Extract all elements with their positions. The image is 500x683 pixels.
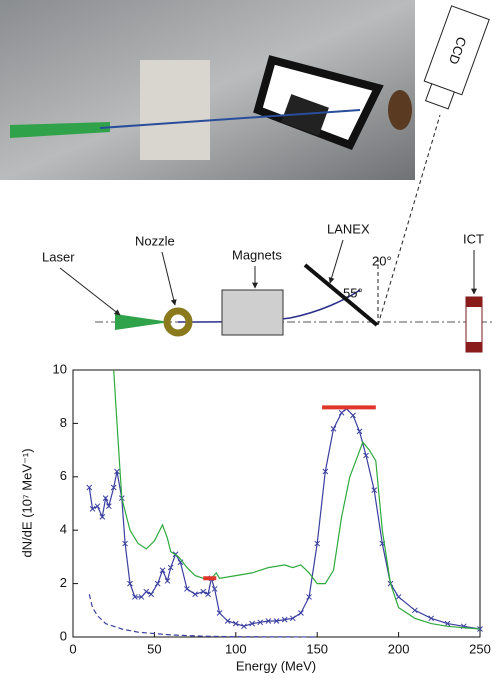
- laser-label: Laser: [42, 249, 75, 264]
- series-line: [114, 370, 480, 629]
- data-point: [412, 608, 417, 613]
- data-point: [351, 413, 356, 418]
- y-tick-label: 2: [60, 575, 67, 590]
- y-tick-label: 10: [53, 361, 67, 376]
- data-point: [144, 589, 149, 594]
- data-point: [339, 410, 344, 415]
- y-tick-label: 4: [60, 522, 67, 537]
- plot-frame: [73, 370, 480, 637]
- figure: CCD Laser Nozzle Magnets LANEX ICT 55° 2…: [0, 0, 500, 678]
- x-tick-label: 100: [225, 641, 247, 656]
- data-point: [160, 568, 165, 573]
- x-tick-label: 250: [469, 641, 491, 656]
- photo: [0, 0, 415, 180]
- angle-label: 55°: [343, 285, 363, 300]
- x-tick-label: 150: [306, 641, 328, 656]
- y-tick-label: 6: [60, 468, 67, 483]
- ict-label: ICT: [463, 231, 484, 246]
- data-point: [396, 594, 401, 599]
- y-axis-label: dN/dE (10⁷ MeV⁻¹): [19, 448, 34, 557]
- magnets-label: Magnets: [232, 247, 282, 262]
- data-point: [149, 592, 154, 597]
- x-tick-label: 0: [69, 641, 76, 656]
- x-tick-label: 50: [147, 641, 161, 656]
- data-point: [298, 610, 303, 615]
- x-tick-label: 200: [388, 641, 410, 656]
- lanex-label: LANEX: [327, 221, 370, 236]
- y-tick-label: 8: [60, 415, 67, 430]
- ccd-camera: CCD: [418, 6, 489, 112]
- series-line: [89, 409, 480, 629]
- x-axis-label: Energy (MeV): [236, 658, 316, 673]
- data-point: [95, 504, 100, 509]
- data-point: [155, 581, 160, 586]
- y-tick-label: 0: [60, 628, 67, 643]
- series-line: [89, 594, 317, 637]
- nozzle-label: Nozzle: [135, 233, 175, 248]
- angle-label: 20°: [372, 253, 392, 268]
